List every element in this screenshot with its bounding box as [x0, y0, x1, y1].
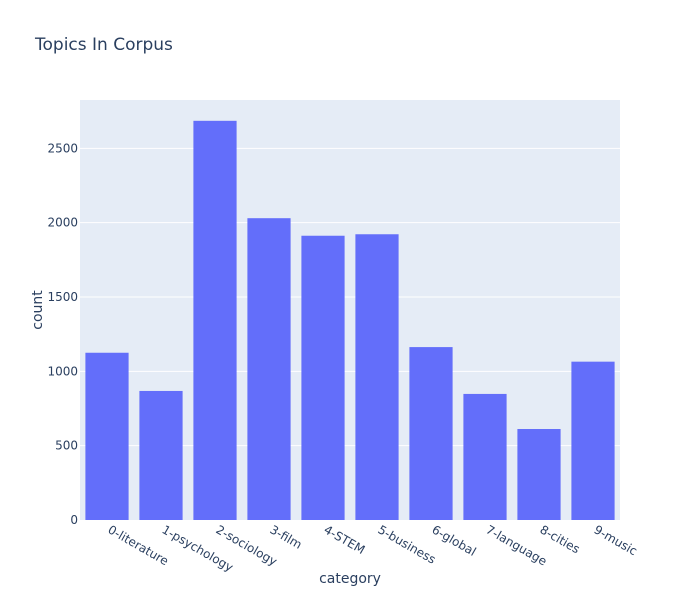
y-tick-label: 500 — [55, 439, 78, 453]
bar-2-sociology[interactable] — [193, 120, 237, 521]
bar-5-business[interactable] — [355, 234, 399, 520]
y-axis-ticks: 0 500 1000 1500 2000 2500 — [47, 141, 78, 527]
bar-9-music[interactable] — [571, 361, 615, 520]
y-tick-label: 1500 — [47, 290, 78, 304]
x-tick-label: 8-cities — [538, 522, 583, 556]
bar-6-global[interactable] — [409, 347, 453, 520]
bar-8-cities[interactable] — [517, 429, 561, 520]
x-tick-label: 3-film — [268, 522, 305, 551]
bar-7-language[interactable] — [463, 393, 507, 520]
bar-4-STEM[interactable] — [301, 235, 345, 521]
x-axis-ticks: 0-literature1-psychology2-sociology3-fil… — [106, 522, 640, 574]
x-tick-label: 4-STEM — [322, 522, 368, 557]
bar-0-literature[interactable] — [85, 352, 129, 520]
x-tick-label: 5-business — [376, 522, 439, 566]
x-tick-label: 9-music — [592, 522, 640, 558]
bars — [85, 120, 615, 521]
y-tick-label: 2500 — [47, 141, 78, 155]
x-axis-title: category — [319, 571, 381, 587]
y-tick-label: 0 — [70, 513, 78, 527]
y-tick-label: 1000 — [47, 364, 78, 378]
bar-1-psychology[interactable] — [139, 390, 183, 520]
chart-title: Topics In Corpus — [34, 35, 173, 55]
y-tick-label: 2000 — [47, 216, 78, 230]
bar-3-film[interactable] — [247, 218, 291, 520]
x-tick-label: 0-literature — [106, 522, 171, 568]
y-axis-title: count — [30, 290, 46, 330]
